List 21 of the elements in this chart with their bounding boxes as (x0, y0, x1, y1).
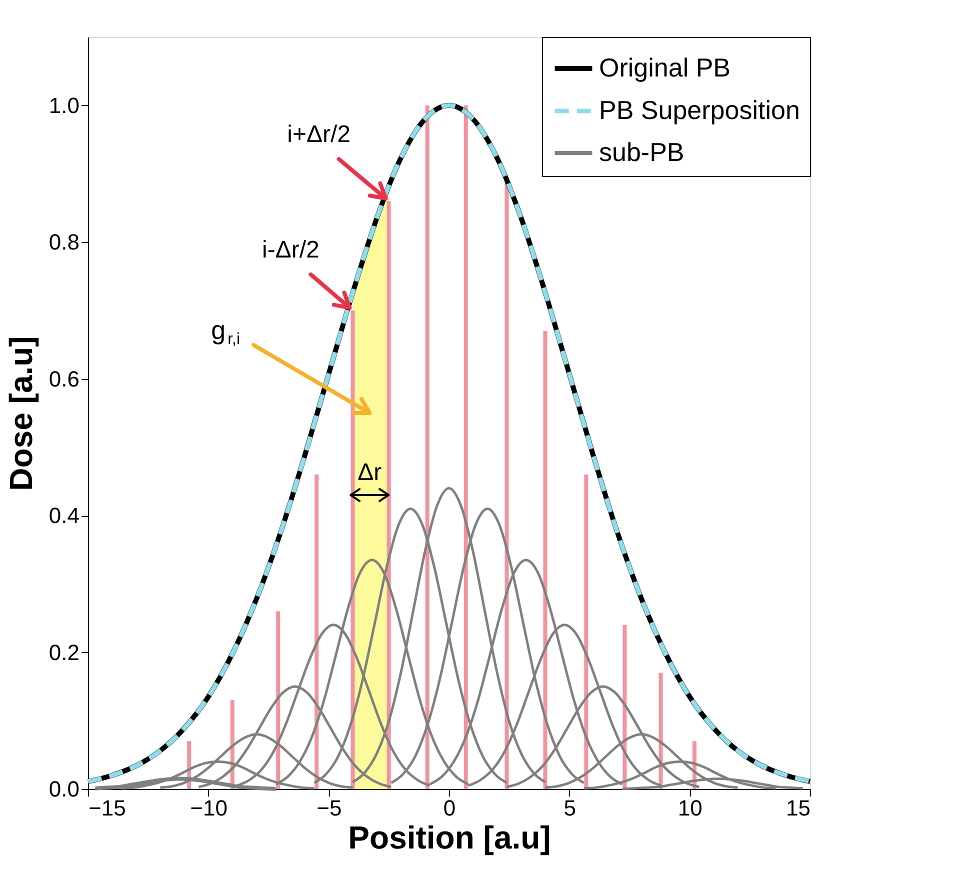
annotation: i-Δr/2 (262, 236, 320, 264)
y-tick-label: 1.0 (48, 92, 80, 118)
x-tick-label: 10 (678, 796, 702, 820)
legend-label: Original PB (599, 52, 730, 82)
y-tick-label: 0.8 (48, 230, 80, 255)
y-tick-label: 0.0 (48, 776, 80, 802)
x-axis-title: Position [a.u] (348, 820, 551, 856)
x-tick-label: 0 (443, 796, 456, 820)
x-tick-label: −10 (190, 796, 228, 820)
annotation: i+Δr/2 (287, 121, 351, 148)
y-tick-label: 0.4 (48, 503, 80, 528)
x-tick-label: 15 (786, 796, 810, 820)
annotation: Δr (358, 459, 382, 486)
legend-label: PB Superposition (599, 95, 800, 125)
x-tick-label: 5 (564, 796, 576, 820)
legend-label: sub-PB (599, 137, 684, 167)
y-tick-label: 0.6 (48, 366, 80, 392)
y-axis-title: Dose [a.u] (2, 336, 39, 491)
x-tick-label: −5 (316, 796, 342, 820)
y-tick-label: 0.2 (48, 640, 80, 665)
x-tick-label: −15 (88, 796, 126, 820)
